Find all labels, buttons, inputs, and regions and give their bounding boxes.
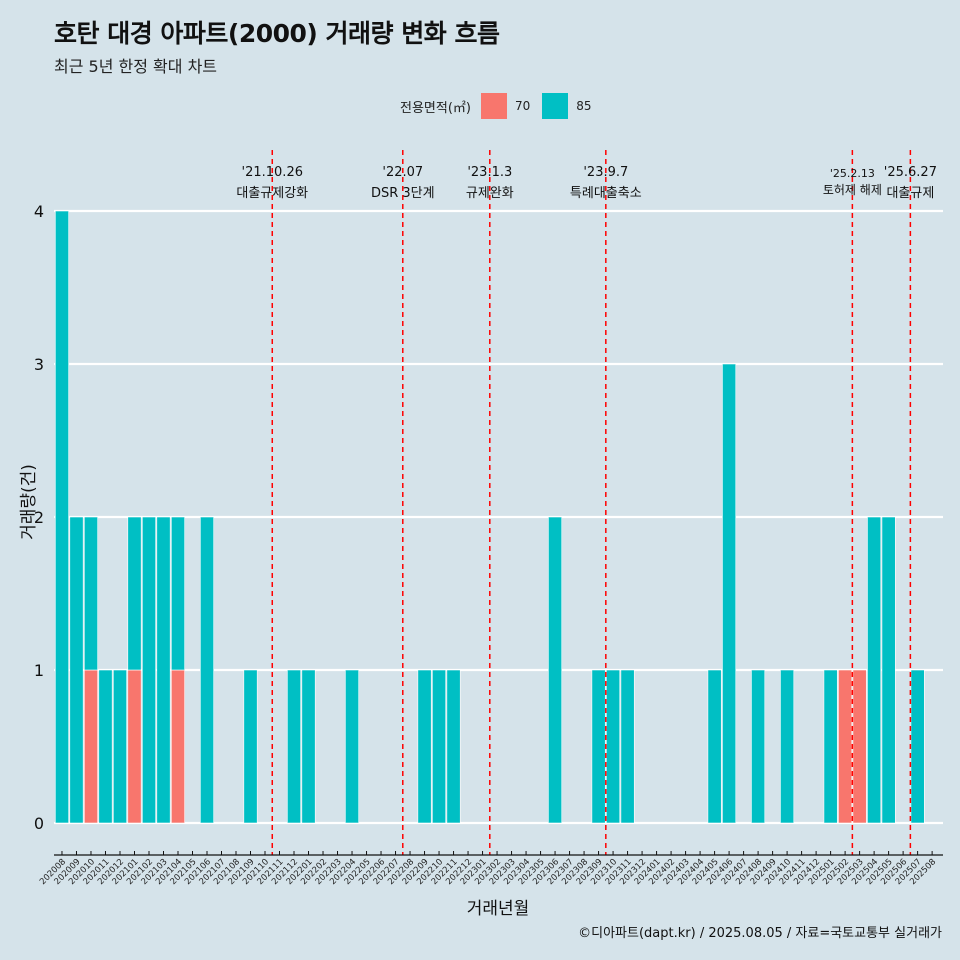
legend-label-70: 70	[514, 99, 531, 113]
bar-202507-85	[910, 669, 925, 824]
bar-202306-85	[548, 516, 563, 824]
grid-lines	[54, 209, 943, 825]
y-axis-title: 거래량(건)	[19, 464, 39, 540]
bar-202204-85	[345, 669, 359, 824]
y-tick-label-0: 0	[34, 814, 44, 833]
bar-202502-70	[838, 669, 853, 824]
bar-202505-85	[881, 516, 896, 824]
event-label-202502: 토허제 해제	[823, 183, 882, 197]
bar-202309-85	[591, 669, 606, 824]
bar-202209-85	[417, 669, 432, 824]
bar-202311-85	[620, 669, 635, 824]
bar-202211-85	[446, 669, 461, 824]
event-date-202502: '25.2.13	[830, 167, 875, 180]
legend-title: 전용면적(㎡)	[400, 100, 471, 116]
y-tick-label-2: 2	[34, 508, 44, 527]
chart-subtitle: 최근 5년 한정 확대 차트	[54, 57, 218, 76]
y-tick-label-4: 4	[34, 202, 44, 221]
bar-202104-70	[171, 669, 185, 824]
bar-202210-85	[432, 669, 447, 824]
bar-202201-85	[301, 669, 316, 824]
bar-202310-85	[606, 669, 621, 824]
bar-202109-85	[243, 669, 258, 824]
bar-202104-85	[171, 516, 185, 671]
event-label-202301: 규제완화	[466, 186, 514, 201]
bar-202102-85	[142, 516, 156, 824]
event-date-202207: '22.07	[382, 165, 423, 180]
bar-202504-85	[867, 516, 882, 824]
event-date-202309: '23.9.7	[583, 165, 628, 180]
chart-title: 호탄 대경 아파트(2000) 거래량 변화 흐름	[54, 19, 500, 48]
bar-202408-85	[751, 669, 766, 824]
bar-202501-85	[823, 669, 838, 824]
legend-swatch-70	[480, 93, 507, 119]
event-date-202506: '25.6.27	[884, 165, 937, 180]
bar-202106-85	[200, 516, 214, 824]
legend-swatch-85	[542, 93, 569, 119]
event-label-202207: DSR 3단계	[371, 186, 435, 201]
bar-202101-70	[127, 669, 142, 824]
bars	[55, 210, 925, 824]
x-axis-title: 거래년월	[467, 899, 530, 919]
bar-202010-85	[84, 516, 98, 671]
bar-202012-85	[113, 669, 127, 824]
bar-202410-85	[780, 669, 795, 824]
bar-202010-70	[84, 669, 98, 824]
bar-202112-85	[287, 669, 301, 824]
bar-202503-70	[852, 669, 867, 824]
bar-202011-85	[98, 669, 113, 824]
y-tick-label-1: 1	[34, 661, 44, 680]
event-label-202506: 대출규제	[886, 186, 934, 201]
bar-202405-85	[707, 669, 722, 824]
event-date-202110: '21.10.26	[242, 165, 303, 180]
bar-202008-85	[55, 210, 69, 824]
event-lines	[271, 150, 912, 855]
caption: ©디아파트(dapt.kr) / 2025.08.05 / 자료=국토교통부 실…	[578, 926, 942, 941]
bar-202406-85	[722, 363, 737, 824]
legend-label-85: 85	[576, 99, 592, 113]
bar-202101-85	[127, 516, 142, 671]
event-label-202309: 특례대출축소	[570, 186, 642, 201]
event-date-202301: '23.1.3	[467, 165, 512, 180]
bar-202103-85	[156, 516, 171, 824]
axes	[54, 851, 943, 856]
event-label-202110: 대출규제강화	[236, 186, 308, 201]
bar-202009-85	[69, 516, 84, 824]
legend: 전용면적(㎡) 70 85	[400, 93, 604, 119]
y-tick-label-3: 3	[34, 355, 44, 374]
